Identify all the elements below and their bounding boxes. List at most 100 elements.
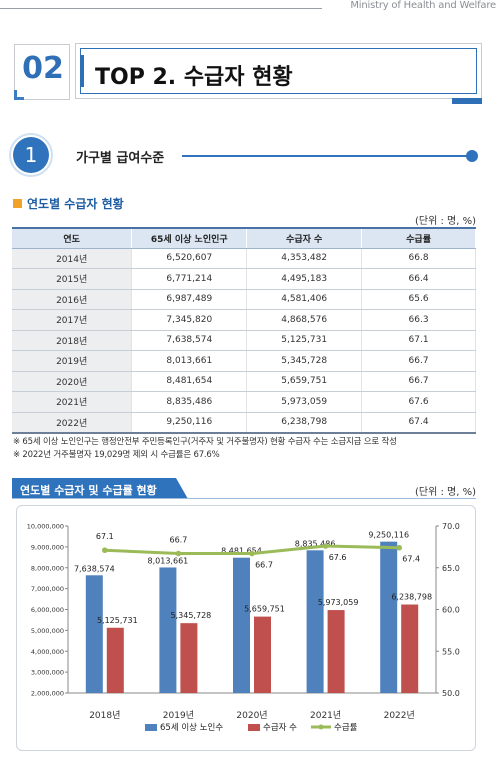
table-row: 2018년 7,638,574 5,125,731 67.1 xyxy=(12,330,476,351)
box-corner-accent xyxy=(14,90,24,100)
rate-point xyxy=(322,543,329,549)
elderly-pop-cell: 8,481,654 xyxy=(131,371,248,392)
right-tick-label: 70.0 xyxy=(442,522,460,531)
left-tick-label: 9,000,000 xyxy=(31,543,64,551)
left-tick-label: 10,000,000 xyxy=(27,523,64,531)
rate-cell: 67.4 xyxy=(361,412,476,434)
subsection-rule-dot xyxy=(466,150,478,162)
recipients-cell: 4,353,482 xyxy=(246,248,363,269)
table-row: 2016년 6,987,489 4,581,406 65.6 xyxy=(12,289,476,310)
rate-cell: 67.6 xyxy=(361,391,476,413)
table-row: 2019년 8,013,661 5,345,728 66.7 xyxy=(12,350,476,372)
rate-label: 67.4 xyxy=(402,555,420,564)
recipients-cell: 5,345,728 xyxy=(246,350,363,372)
legend-swatch-rate-point xyxy=(318,724,324,730)
year-cell: 2015년 xyxy=(12,268,133,290)
table-note: ※ 2022년 거주불명자 19,029명 제외 시 수급률은 67.6% xyxy=(13,450,220,460)
section-title-box: TOP 2. 수급자 현황 xyxy=(75,43,482,104)
rate-label: 66.7 xyxy=(169,536,187,545)
section-number-box: 02 xyxy=(14,44,70,100)
table-header-row: 연도 65세 이상 노인인구 수급자 수 수급률 xyxy=(12,227,476,249)
rate-point xyxy=(175,550,182,557)
table-row: 2015년 6,771,214 4,495,183 66.4 xyxy=(12,268,476,290)
column-header: 65세 이상 노인인구 xyxy=(131,227,248,249)
chart-title: 연도별 수급자 및 수급률 현황 xyxy=(20,484,157,497)
recipients-cell: 4,868,576 xyxy=(246,309,363,331)
rate-label: 67.1 xyxy=(96,532,114,541)
year-cell: 2018년 xyxy=(12,330,133,351)
rate-cell: 66.4 xyxy=(361,268,476,290)
rate-cell: 66.3 xyxy=(361,309,476,331)
legend-label-recipients: 수급자 수 xyxy=(263,723,297,733)
x-tick-label: 2019년 xyxy=(163,710,194,721)
elderly-pop-cell: 6,987,489 xyxy=(131,289,248,310)
recipients-cell: 4,495,183 xyxy=(246,268,363,290)
bar-elderly-population xyxy=(85,575,103,693)
elderly-pop-cell: 6,520,607 xyxy=(131,248,248,269)
year-cell: 2022년 xyxy=(12,412,133,434)
subsection-title: 가구별 급여수준 xyxy=(76,151,165,166)
rate-label: 67.6 xyxy=(329,553,347,562)
column-header: 수급자 수 xyxy=(246,227,363,249)
bar-elderly-population xyxy=(306,550,324,693)
legend-label-rate: 수급률 xyxy=(334,723,358,733)
bar-recipients xyxy=(401,604,419,693)
subsection-ring xyxy=(9,133,53,177)
rate-point xyxy=(249,550,255,557)
rate-point xyxy=(102,547,108,554)
table-unit: (단위 : 명, %) xyxy=(415,216,476,227)
bar-recipients xyxy=(254,616,271,693)
rate-cell: 66.7 xyxy=(361,371,476,392)
legend-swatch-elderly xyxy=(145,724,157,731)
year-cell: 2020년 xyxy=(12,371,133,392)
left-tick-label: 2,000,000 xyxy=(31,690,64,698)
bar-label-elderly: 7,638,574 xyxy=(74,564,115,573)
year-cell: 2019년 xyxy=(12,350,133,372)
bar-elderly-population xyxy=(233,557,250,693)
bar-label-recipients: 5,659,751 xyxy=(244,605,285,614)
recipients-cell: 5,125,731 xyxy=(246,330,363,351)
elderly-pop-cell: 7,638,574 xyxy=(131,330,248,351)
recipients-cell: 5,973,059 xyxy=(246,391,363,413)
year-cell: 2016년 xyxy=(12,289,133,310)
table-row: 2014년 6,520,607 4,353,482 66.8 xyxy=(12,248,476,269)
right-tick-label: 65.0 xyxy=(442,564,460,573)
bar-label-elderly: 9,250,116 xyxy=(368,531,409,540)
title-tab-accent xyxy=(452,98,482,104)
chart-banner-rule xyxy=(12,498,476,499)
combo-chart: 2,000,000 3,000,000 4,000,000 5,000,000 6,00… xyxy=(27,522,460,733)
right-tick-label: 60.0 xyxy=(442,606,460,615)
table-note: ※ 65세 이상 노인인구는 행정안전부 주민등록인구(거주자 및 거주불명자)… xyxy=(13,437,397,447)
recipients-cell: 5,659,751 xyxy=(246,371,363,392)
year-cell: 2014년 xyxy=(12,248,133,269)
bar-label-recipients: 6,238,798 xyxy=(391,593,432,602)
section-title-frame: TOP 2. 수급자 현황 xyxy=(80,48,477,94)
x-tick-label: 2022년 xyxy=(384,710,415,721)
bar-label-recipients: 5,973,059 xyxy=(318,598,359,607)
left-tick-label: 7,000,000 xyxy=(31,585,64,593)
bar-recipients xyxy=(180,623,198,693)
recipients-cell: 6,238,798 xyxy=(246,412,363,434)
x-tick-label: 2018년 xyxy=(89,710,120,721)
rate-cell: 65.6 xyxy=(361,289,476,310)
bar-label-elderly: 8,481,654 xyxy=(221,547,262,556)
table-row: 2017년 7,345,820 4,868,576 66.3 xyxy=(12,309,476,331)
subsection-rule xyxy=(182,155,468,157)
elderly-pop-cell: 7,345,820 xyxy=(131,309,248,331)
chart-unit: (단위 : 명, %) xyxy=(415,487,476,498)
left-tick-label: 8,000,000 xyxy=(31,564,64,572)
left-tick-label: 3,000,000 xyxy=(31,669,64,677)
bar-label-elderly: 8,013,661 xyxy=(148,556,189,565)
rate-cell: 66.7 xyxy=(361,350,476,372)
bar-recipients xyxy=(327,610,345,693)
elderly-pop-cell: 9,250,116 xyxy=(131,412,248,434)
elderly-pop-cell: 6,771,214 xyxy=(131,268,248,290)
section-title: TOP 2. 수급자 현황 xyxy=(95,65,293,90)
bar-elderly-population xyxy=(159,567,177,693)
table-row: 2022년 9,250,116 6,238,798 67.4 xyxy=(12,412,476,434)
bar-recipients xyxy=(106,627,124,693)
bar-label-recipients: 5,345,728 xyxy=(171,611,212,620)
table-row: 2020년 8,481,654 5,659,751 66.7 xyxy=(12,371,476,392)
legend-label-elderly: 65세 이상 노인수 xyxy=(160,722,223,733)
ministry-name: Ministry of Health and Welfare xyxy=(350,0,496,11)
